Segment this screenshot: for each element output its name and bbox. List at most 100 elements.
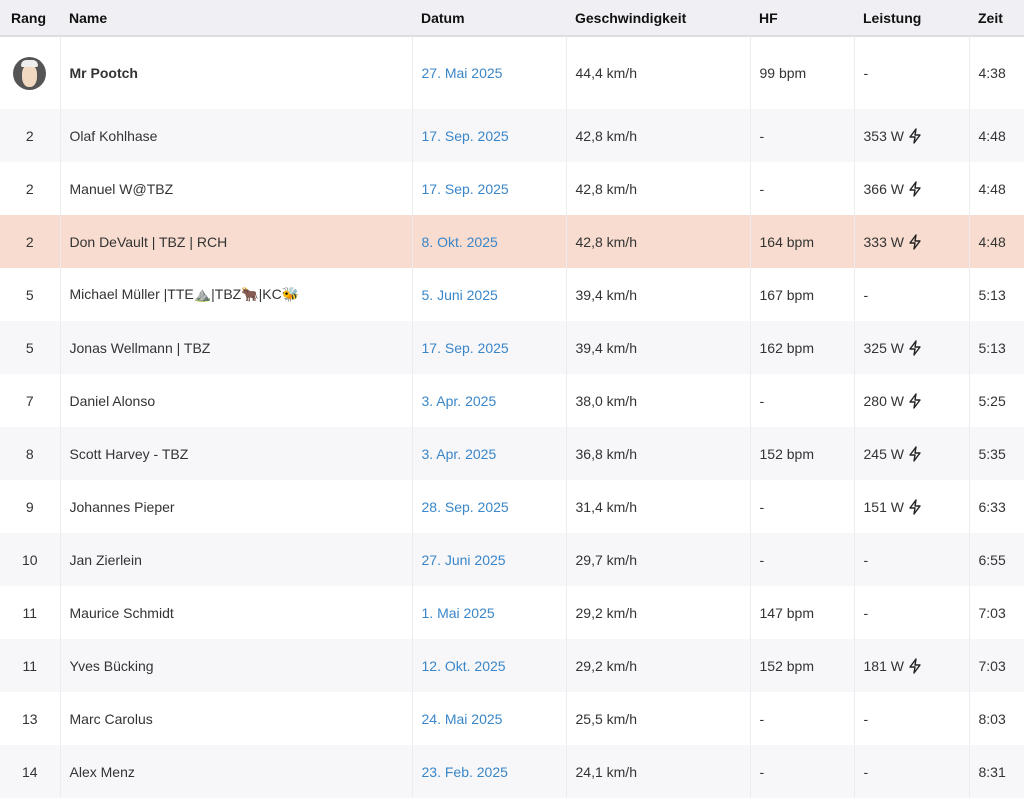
table-row: 11 Maurice Schmidt 1. Mai 2025 29,2 km/h 147… <box>0 586 1024 639</box>
header-date[interactable]: Datum <box>412 0 566 37</box>
effort-date-link[interactable]: 23. Feb. 2025 <box>412 745 567 798</box>
time-cell: 4:48 <box>978 180 1006 197</box>
avatar[interactable] <box>13 56 47 90</box>
speed-cell: 39,4 km/h <box>566 321 751 374</box>
effort-date-link[interactable]: 27. Mai 2025 <box>412 36 567 109</box>
lightning-bolt-icon <box>909 180 921 197</box>
header-rank[interactable]: Rang <box>0 0 60 37</box>
time-cell: 7:03 <box>978 604 1006 621</box>
hr-cell: 164 bpm <box>750 215 855 268</box>
rank-cell: 7 <box>0 374 61 427</box>
rank-cell: 11 <box>0 639 61 692</box>
effort-date-link[interactable]: 28. Sep. 2025 <box>412 480 567 533</box>
athlete-name[interactable]: Johannes Pieper <box>60 480 413 533</box>
lightning-bolt-icon <box>909 127 921 144</box>
table-row: 14 Alex Menz 23. Feb. 2025 24,1 km/h - -8:31 <box>0 745 1024 798</box>
speed-cell: 25,5 km/h <box>566 692 751 745</box>
effort-date-link[interactable]: 3. Apr. 2025 <box>412 374 567 427</box>
effort-date-link[interactable]: 27. Juni 2025 <box>412 533 567 586</box>
power-value: 353 W <box>863 127 904 144</box>
time-cell: 5:13 <box>978 286 1006 303</box>
speed-cell: 42,8 km/h <box>566 162 751 215</box>
power-value: 151 W <box>863 498 904 515</box>
effort-date-link[interactable]: 17. Sep. 2025 <box>412 321 567 374</box>
athlete-name[interactable]: Marc Carolus <box>60 692 413 745</box>
effort-date-link[interactable]: 8. Okt. 2025 <box>412 215 567 268</box>
athlete-name[interactable]: Olaf Kohlhase <box>60 109 413 162</box>
header-name[interactable]: Name <box>60 0 412 37</box>
rank-cell: 2 <box>0 215 61 268</box>
effort-date-link[interactable]: 3. Apr. 2025 <box>412 427 567 480</box>
power-value: 333 W <box>863 233 904 250</box>
table-row: 10 Jan Zierlein 27. Juni 2025 29,7 km/h - -6:… <box>0 533 1024 586</box>
speed-cell: 31,4 km/h <box>566 480 751 533</box>
time-cell: 6:33 <box>978 498 1006 515</box>
header-row: Rang Name Datum Geschwindigkeit HF Leist… <box>0 0 1024 37</box>
athlete-name[interactable]: Daniel Alonso <box>60 374 413 427</box>
rank-cell: 9 <box>0 480 61 533</box>
athlete-name[interactable]: Scott Harvey - TBZ <box>60 427 413 480</box>
power-cell: 366 W <box>854 162 970 215</box>
header-speed[interactable]: Geschwindigkeit <box>566 0 750 37</box>
header-power[interactable]: Leistung <box>854 0 969 37</box>
power-cell: 151 W <box>854 480 970 533</box>
effort-date-link[interactable]: 1. Mai 2025 <box>412 586 567 639</box>
header-hr[interactable]: HF <box>750 0 854 37</box>
hr-cell: 99 bpm <box>750 36 855 109</box>
athlete-name[interactable]: Jan Zierlein <box>60 533 413 586</box>
power-cell: 325 W <box>854 321 970 374</box>
athlete-name[interactable]: Maurice Schmidt <box>60 586 413 639</box>
table-row: 5 Jonas Wellmann | TBZ 17. Sep. 2025 39,4 k… <box>0 321 1024 374</box>
lightning-bolt-icon <box>909 339 921 356</box>
power-value: - <box>863 763 869 780</box>
effort-date-link[interactable]: 12. Okt. 2025 <box>412 639 567 692</box>
athlete-name[interactable]: Michael Müller |TTE⛰️|TBZ🐂|KC🐝 <box>60 268 413 321</box>
speed-cell: 38,0 km/h <box>566 374 751 427</box>
time-cell: 7:03 <box>969 639 1024 692</box>
table-row: 7 Daniel Alonso 3. Apr. 2025 38,0 km/h -280 … <box>0 374 1024 427</box>
power-value: 325 W <box>863 339 904 356</box>
speed-cell: 36,8 km/h <box>566 427 751 480</box>
power-cell: 181 W <box>854 639 970 692</box>
time-cell: 8:31 <box>969 745 1024 798</box>
athlete-name[interactable]: Yves Bücking <box>60 639 413 692</box>
hr-cell: 167 bpm <box>750 268 855 321</box>
athlete-name[interactable]: Mr Pootch <box>60 36 413 109</box>
effort-date-link[interactable]: 5. Juni 2025 <box>412 268 567 321</box>
time-cell: 6:55 <box>969 533 1024 586</box>
hr-cell: - <box>750 162 855 215</box>
rank-cell <box>0 36 61 109</box>
effort-date-link[interactable]: 17. Sep. 2025 <box>412 109 567 162</box>
hr-cell: 162 bpm <box>750 321 855 374</box>
table-row: 5 Michael Müller |TTE⛰️|TBZ🐂|KC🐝 5. Juni 2… <box>0 268 1024 321</box>
table-row: 9 Johannes Pieper 28. Sep. 2025 31,4 km/h -1… <box>0 480 1024 533</box>
effort-date-link[interactable]: 17. Sep. 2025 <box>412 162 567 215</box>
power-cell: - <box>854 36 970 109</box>
athlete-name[interactable]: Alex Menz <box>60 745 413 798</box>
effort-date-link[interactable]: 24. Mai 2025 <box>412 692 567 745</box>
hr-cell: 152 bpm <box>750 639 855 692</box>
power-value: - <box>863 710 869 727</box>
athlete-name[interactable]: Manuel W@TBZ <box>60 162 413 215</box>
time-cell: 5:13 <box>969 321 1024 374</box>
power-cell: 333 W <box>854 215 970 268</box>
hr-cell: - <box>750 374 855 427</box>
power-value: 245 W <box>863 445 904 462</box>
rank-cell: 13 <box>0 692 61 745</box>
speed-cell: 39,4 km/h <box>566 268 751 321</box>
hr-cell: 152 bpm <box>750 427 855 480</box>
rank-cell: 5 <box>0 268 61 321</box>
speed-cell: 29,2 km/h <box>566 639 751 692</box>
header-time[interactable]: Zeit <box>969 0 1024 37</box>
lightning-bolt-icon <box>909 498 921 515</box>
power-cell: - <box>854 745 970 798</box>
lightning-bolt-icon <box>909 657 921 674</box>
rank-cell: 5 <box>0 321 61 374</box>
rank-cell: 8 <box>0 427 61 480</box>
table-row: 2 Don DeVault | TBZ | RCH 8. Okt. 2025 42,8… <box>0 215 1024 268</box>
athlete-name[interactable]: Don DeVault | TBZ | RCH <box>60 215 413 268</box>
power-value: 181 W <box>863 657 904 674</box>
athlete-name[interactable]: Jonas Wellmann | TBZ <box>60 321 413 374</box>
speed-cell: 24,1 km/h <box>566 745 751 798</box>
hr-cell: - <box>750 533 855 586</box>
